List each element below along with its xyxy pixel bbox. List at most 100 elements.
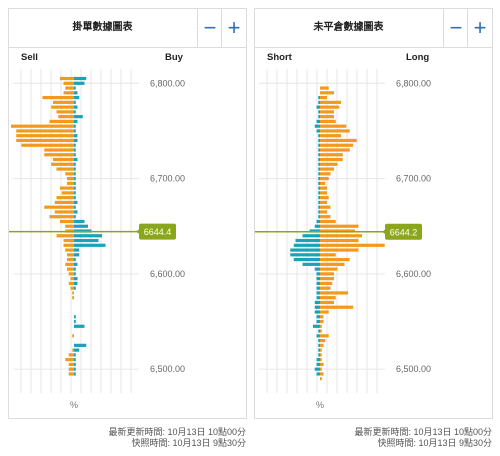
short-bar [318,191,320,195]
price-marker-box [139,223,176,240]
sell-bar [63,91,74,95]
short-bar [318,186,320,190]
panel-title: 掛單數據圖表 [72,22,133,33]
short-bar [316,291,320,295]
short-bar [318,138,320,143]
buy-bar [74,81,85,85]
buy-bar [74,134,78,138]
long-bar [320,305,354,309]
sell-bar [67,267,74,271]
long-bar [320,91,334,95]
buy-bar [74,219,85,224]
zoom-out-button[interactable]: − [443,9,468,47]
sell-bar [61,191,74,195]
sell-bar [68,272,74,276]
sell-bar [67,176,74,181]
sell-bar [44,148,74,152]
y-tick-label: 6,800.00 [396,78,431,88]
long-bar [320,153,343,157]
sell-bar [67,181,74,185]
short-bar [316,286,320,290]
long-bar [320,143,354,147]
long-bar [320,257,350,262]
short-bar [318,95,320,100]
footer-update-time: 最新更新時間: 10月13日 10點00分 [354,427,492,437]
sell-bar [11,124,74,128]
buy-bar [74,372,76,376]
buy-bar [74,353,76,357]
long-bar [320,348,322,352]
short-bar [314,124,320,128]
buy-bar [74,277,78,281]
sell-bar [65,224,74,228]
buy-bar [74,172,76,176]
short-bar [318,181,320,185]
footer-snapshot-time: 快照時間: 10月13日 9點30分 [377,438,492,448]
long-bar [320,291,348,295]
long-bar [320,315,324,319]
long-bar [320,124,347,128]
short-bar [318,176,320,181]
sell-bar [54,210,74,214]
sell-bar [65,248,74,252]
long-bar [320,267,338,271]
long-bar [320,191,327,195]
sell-bar [56,110,74,114]
x-unit-label: % [316,400,324,410]
y-tick-label: 6,500.00 [396,364,431,374]
short-bar [309,229,320,233]
buy-bar [74,105,78,109]
short-bar [314,305,320,309]
long-bar [320,186,327,190]
sell-bar [60,219,74,224]
short-bar [318,348,320,352]
long-bar [320,215,331,219]
open-interest-panel: 未平倉數據圖表 − + Short Long 6,800.00 6,700.00 6… [254,8,493,419]
long-bar [320,176,329,181]
long-bar [320,248,359,252]
sell-bar [51,162,74,166]
long-bar [320,105,340,109]
long-bar [320,277,334,281]
y-tick-label: 6,600.00 [396,269,431,279]
long-bar [320,262,345,266]
short-bar [316,277,320,281]
short-bar [316,319,320,324]
sell-bar [63,238,74,243]
sell-bar [72,291,74,295]
sell-bar [54,200,74,205]
sell-bar [72,334,74,338]
short-bar [318,329,320,333]
buy-bar [74,267,76,271]
short-bar [318,143,320,147]
order-book-chart: 6,800.00 6,700.00 6,600.00 6,500.00 6644.4% [9,69,185,410]
buy-bar [74,253,80,257]
long-bar [320,358,322,362]
buy-bar [74,162,76,166]
short-bar [318,167,320,171]
buy-bar [74,243,106,247]
zoom-in-button[interactable]: + [221,9,246,47]
short-bar [318,200,320,205]
buy-bar [74,215,76,219]
sell-bar [56,196,74,200]
short-bar [316,315,320,319]
y-tick-label: 6,700.00 [396,174,431,184]
short-bar [314,367,320,371]
short-bar [316,281,320,286]
long-bar [320,296,336,300]
buy-bar [74,119,78,124]
long-bar [320,100,341,104]
long-bar [320,219,336,224]
zoom-out-button[interactable]: − [197,9,222,47]
short-bar [318,343,320,347]
short-bar [316,272,320,276]
long-bar [320,148,350,152]
x-unit-label: % [70,400,78,410]
sell-bar [44,205,74,209]
zoom-in-button[interactable]: + [467,9,492,47]
short-bar [314,300,320,305]
long-bar [320,129,350,133]
sell-bar [58,115,74,119]
buy-bar [74,129,76,133]
